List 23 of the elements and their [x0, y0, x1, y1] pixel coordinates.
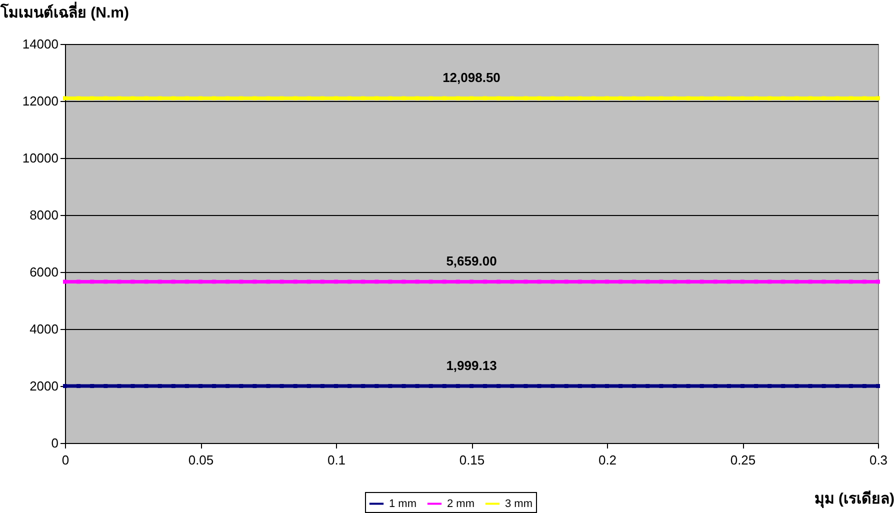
data-label: 12,098.50: [442, 70, 500, 86]
x-tick-label: 0: [62, 452, 70, 468]
x-tick-label: 0.15: [459, 452, 485, 468]
x-tick-label: 0.2: [598, 452, 617, 468]
y-tick-label: 12000: [22, 94, 58, 108]
y-tick-label: 4000: [30, 322, 58, 336]
x-tick-label: 0.25: [730, 452, 756, 468]
y-tick-label: 6000: [30, 264, 58, 280]
data-label: 5,659.00: [446, 254, 497, 269]
data-label: 1,999.13: [446, 358, 497, 374]
y-tick-label: 10000: [22, 150, 58, 166]
x-tick-label: 0.3: [869, 452, 888, 468]
legend-label: 2 mm: [447, 498, 474, 510]
x-tick-label: 0.1: [327, 452, 346, 468]
x-axis-title: มุม (เรเดียล): [814, 490, 894, 508]
y-tick-label: 8000: [30, 208, 58, 222]
y-tick-label: 2000: [30, 378, 58, 394]
legend-label: 1 mm: [389, 498, 416, 510]
x-tick-label: 0.05: [188, 452, 214, 468]
y-tick-label: 0: [51, 436, 58, 450]
legend-label: 3 mm: [505, 498, 532, 510]
y-tick-label: 14000: [22, 36, 58, 52]
y-axis-title: โมเมนต์เฉลี่ย (N.m): [0, 2, 129, 22]
